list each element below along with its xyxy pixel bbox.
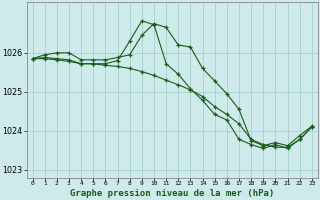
X-axis label: Graphe pression niveau de la mer (hPa): Graphe pression niveau de la mer (hPa) bbox=[70, 189, 274, 198]
